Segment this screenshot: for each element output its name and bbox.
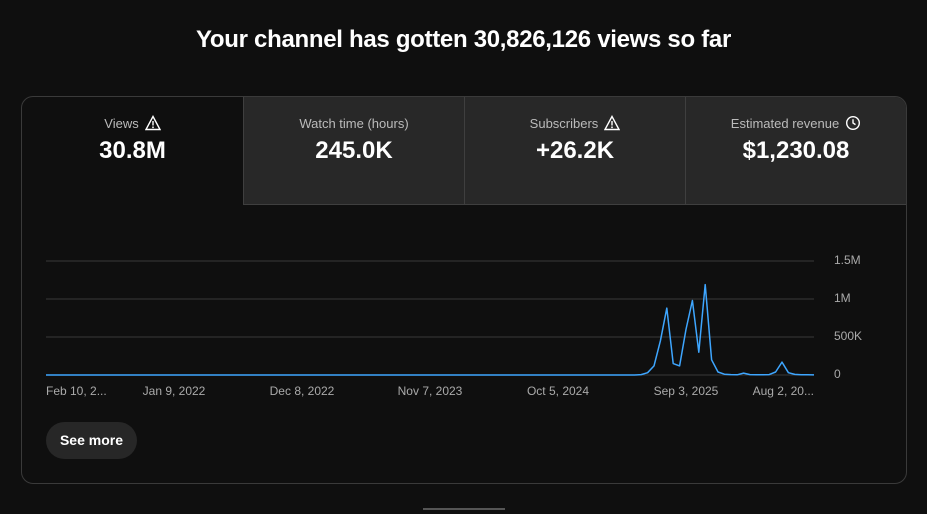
x-tick-label: Sep 3, 2025	[654, 384, 719, 398]
metric-value: +26.2K	[535, 137, 615, 164]
metric-tab[interactable]: Watch time (hours) 245.0K	[243, 97, 464, 205]
x-tick-label: Dec 8, 2022	[270, 384, 335, 398]
metric-label: Subscribers	[529, 115, 599, 131]
analytics-card: Views 30.8M Watch time (hours) 245.0K Su…	[21, 96, 907, 484]
line-series	[46, 283, 815, 376]
metric-tab[interactable]: Subscribers +26.2K	[464, 97, 685, 205]
x-tick-label: Aug 2, 20...	[753, 384, 814, 398]
divider	[423, 508, 505, 510]
metric-value: $1,230.08	[742, 137, 850, 164]
x-tick-label: Oct 5, 2024	[527, 384, 589, 398]
warning-icon	[144, 115, 161, 131]
x-tick-label: Nov 7, 2023	[398, 384, 463, 398]
metric-tab[interactable]: Views 30.8M	[22, 97, 243, 205]
metric-label: Views	[104, 115, 139, 131]
metric-label: Estimated revenue	[730, 115, 840, 131]
clock-icon	[846, 115, 861, 131]
metric-value: 30.8M	[99, 137, 166, 164]
metric-value: 245.0K	[315, 137, 393, 164]
chart: 0 500K 1M 1.5M Feb 10, 2... Jan 9, 2022 Dec 8,…	[46, 253, 862, 398]
metric-tab[interactable]: Estimated revenue $1,230.08	[685, 97, 906, 205]
y-tick-label: 500K	[834, 329, 862, 343]
metric-label: Watch time (hours)	[299, 115, 409, 131]
x-tick-label: Feb 10, 2...	[46, 384, 107, 398]
y-tick-label: 1M	[834, 291, 851, 305]
warning-icon	[604, 115, 621, 131]
see-more-button[interactable]: See more	[46, 422, 137, 459]
x-tick-label: Jan 9, 2022	[143, 384, 206, 398]
y-tick-label: 0	[834, 367, 841, 381]
y-tick-label: 1.5M	[834, 253, 861, 267]
page-title: Your channel has gotten 30,826,126 views…	[195, 26, 731, 53]
